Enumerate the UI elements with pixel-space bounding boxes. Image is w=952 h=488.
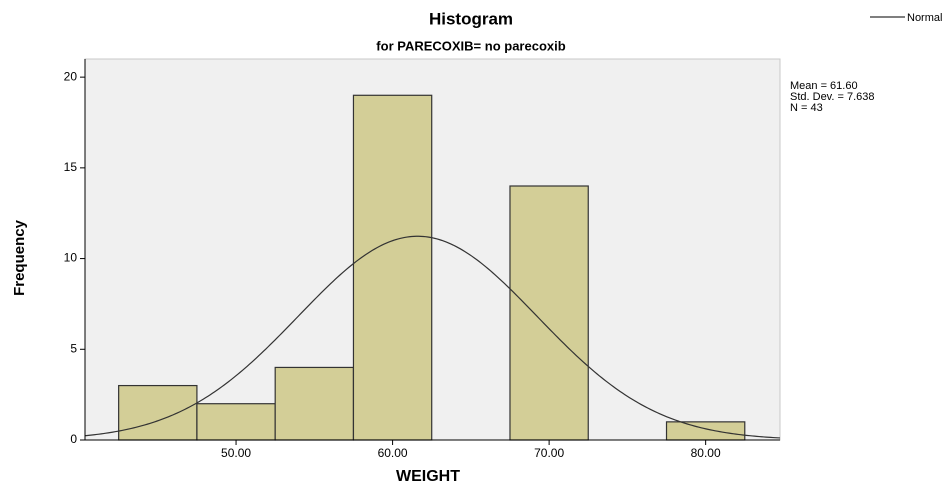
y-tick-label: 10 — [64, 251, 78, 265]
stats-label: Std. Dev. = 7.638 — [790, 91, 875, 103]
x-tick-label: 80.00 — [691, 446, 721, 460]
stats-label: N = 43 — [790, 102, 823, 114]
legend-label: Normal — [907, 12, 942, 24]
plot-area — [84, 58, 781, 441]
y-tick-label: 20 — [64, 69, 78, 83]
chart-subtitle: for PARECOXIB= no parecoxib — [376, 38, 565, 53]
bar — [509, 185, 589, 441]
x-tick-label: 50.00 — [221, 446, 251, 460]
bar — [196, 403, 276, 441]
stats-label: Mean = 61.60 — [790, 80, 858, 92]
bar — [274, 366, 355, 441]
bar — [352, 94, 433, 441]
x-tick-label: 70.00 — [534, 446, 564, 460]
x-tick-label: 60.00 — [378, 446, 408, 460]
bar — [118, 384, 198, 441]
y-tick-label: 0 — [70, 432, 77, 446]
y-tick-label: 5 — [70, 341, 77, 355]
bar — [665, 421, 746, 441]
y-tick-label: 15 — [64, 160, 78, 174]
normal-curve — [84, 235, 781, 439]
x-axis-label: WEIGHT — [396, 468, 460, 485]
chart-title: Histogram — [429, 9, 513, 28]
y-axis-label: Frequency — [11, 219, 28, 296]
